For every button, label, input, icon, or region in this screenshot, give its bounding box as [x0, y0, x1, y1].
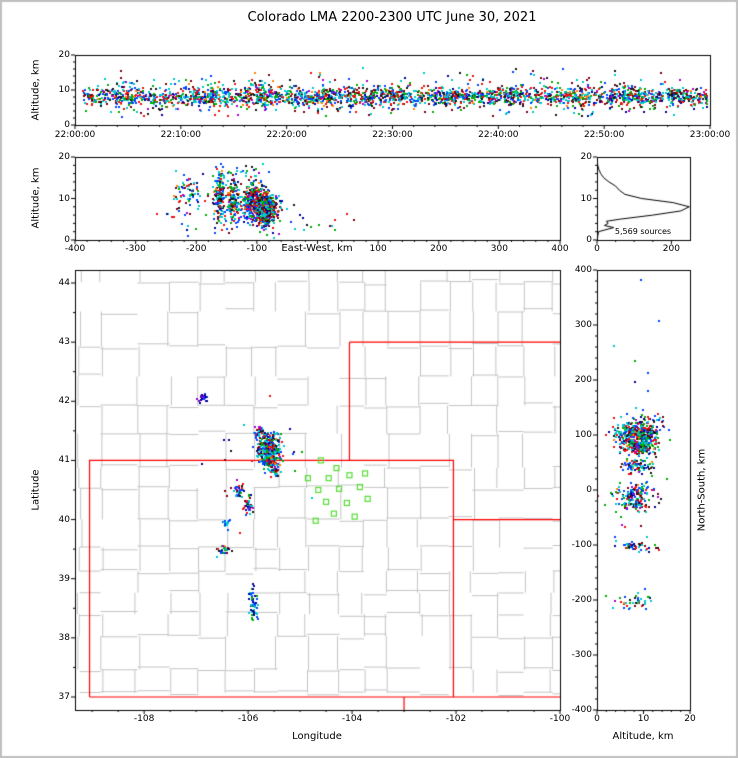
ylabel-latitude: Latitude — [30, 469, 42, 511]
latitude-tick-label: 37 — [58, 691, 70, 702]
altitude-tick-label: 0 — [594, 714, 600, 724]
hist-count-tick-label: 200 — [662, 244, 680, 254]
latitude-tick-label: 39 — [58, 573, 70, 584]
eastwest-tick-label: 200 — [430, 244, 448, 254]
altitude-tick-label: 10 — [58, 85, 70, 95]
xlabel-east-west: East-West, km — [281, 243, 353, 254]
eastwest-tick-label: -200 — [186, 244, 207, 254]
altitude-tick-label: 20 — [58, 152, 70, 162]
altitude-tick-label: 0 — [64, 120, 70, 130]
longitude-tick-label: -100 — [549, 714, 571, 724]
time-tick-label: 22:30:00 — [372, 130, 413, 140]
figure-title: Colorado LMA 2200-2300 UTC June 30, 2021 — [247, 10, 537, 25]
latitude-tick-label: 42 — [58, 396, 70, 407]
time-tick-label: 22:10:00 — [160, 130, 202, 140]
longitude-tick-label: -106 — [237, 714, 259, 724]
altitude-tick-label: 10 — [580, 193, 592, 204]
sources-count-annotation: 5,569 sources — [614, 227, 672, 236]
latitude-tick-label: 41 — [58, 455, 70, 466]
northsouth-tick-label: -100 — [571, 540, 592, 550]
eastwest-tick-label: -100 — [246, 244, 268, 254]
altitude-tick-label: 20 — [580, 152, 592, 162]
northsouth-tick-label: 0 — [586, 485, 592, 495]
altitude-tick-label: 10 — [637, 714, 650, 724]
northsouth-tick-label: 400 — [574, 265, 592, 275]
altitude-tick-label: 0 — [586, 235, 592, 245]
time-tick-label: 22:50:00 — [583, 130, 625, 140]
longitude-tick-label: -104 — [341, 714, 363, 724]
time-tick-label: 22:20:00 — [266, 130, 307, 140]
northsouth-tick-label: -200 — [571, 595, 592, 605]
hist-count-tick-label: 0 — [594, 244, 600, 254]
altitude-tick-label: 20 — [684, 714, 696, 724]
eastwest-tick-label: 300 — [490, 244, 508, 254]
eastwest-tick-label: 400 — [551, 244, 569, 254]
northsouth-tick-label: 300 — [574, 320, 592, 330]
ylabel-time-height-altitude: Altitude, km — [30, 59, 42, 121]
eastwest-tick-label: 100 — [369, 244, 387, 254]
ylabel-eastwest-altitude: Altitude, km — [30, 167, 42, 229]
latitude-tick-label: 44 — [58, 278, 70, 288]
altitude-tick-label: 0 — [64, 235, 70, 245]
xlabel-ns-altitude: Altitude, km — [612, 731, 674, 742]
latitude-tick-label: 40 — [58, 514, 70, 525]
time-tick-label: 22:00:00 — [54, 130, 96, 140]
eastwest-tick-label: -300 — [125, 244, 146, 254]
eastwest-tick-label: -400 — [64, 244, 86, 254]
xlabel-longitude: Longitude — [292, 731, 342, 742]
altitude-tick-label: 10 — [58, 193, 70, 204]
northsouth-tick-label: 200 — [574, 375, 592, 385]
northsouth-tick-label: -300 — [571, 650, 592, 660]
longitude-tick-label: -108 — [133, 714, 155, 724]
latitude-tick-label: 43 — [58, 337, 70, 348]
ylabel-north-south: North-South, km — [696, 448, 708, 532]
northsouth-tick-label: 100 — [574, 430, 592, 440]
time-tick-label: 22:40:00 — [478, 130, 519, 140]
altitude-tick-label: 20 — [58, 50, 70, 60]
northsouth-tick-label: -400 — [571, 705, 592, 715]
longitude-tick-label: -102 — [445, 714, 467, 724]
latitude-tick-label: 38 — [58, 632, 70, 643]
time-tick-label: 23:00:00 — [689, 130, 731, 140]
